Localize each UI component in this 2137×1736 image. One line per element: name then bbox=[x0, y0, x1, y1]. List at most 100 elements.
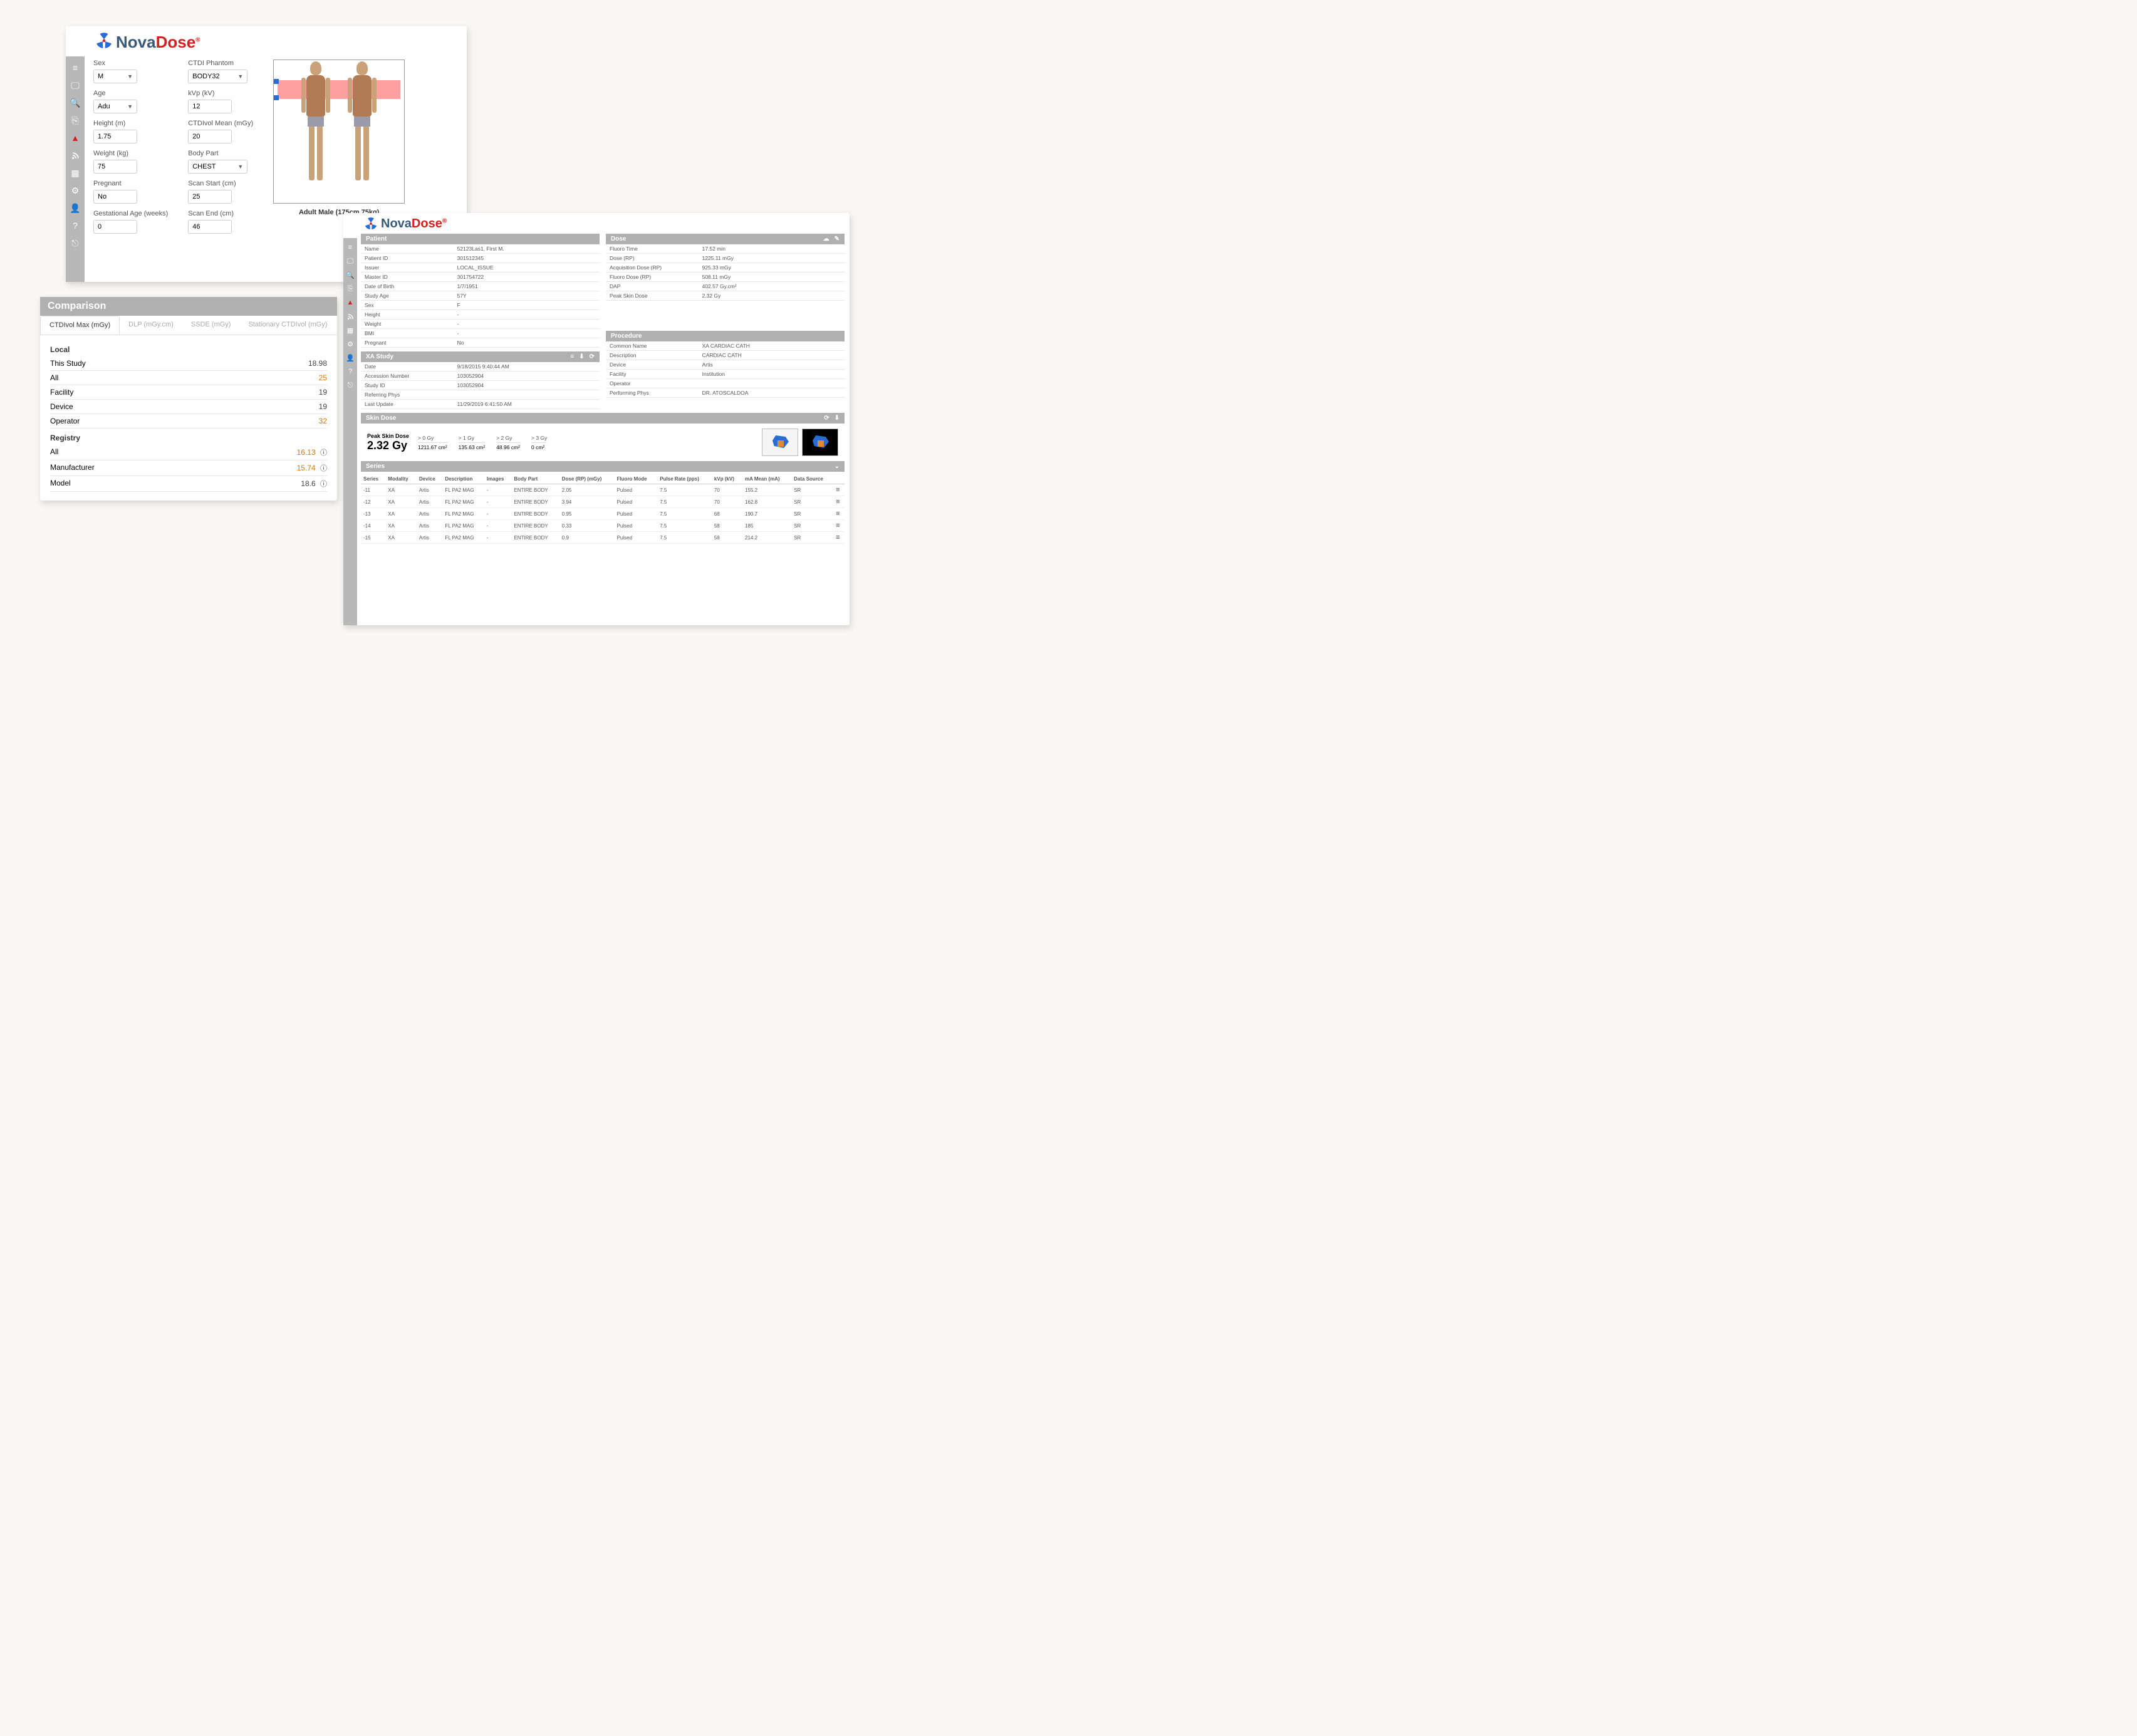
series-row[interactable]: -14XAArtisFL PA2 MAG-ENTIRE BODY0.33Puls… bbox=[361, 520, 845, 532]
refresh-icon[interactable]: ⟳ bbox=[590, 353, 595, 360]
series-header-cell[interactable]: Data Source bbox=[791, 474, 833, 484]
list-icon[interactable]: ≡ bbox=[570, 353, 574, 360]
sidebar-user-icon[interactable]: 👤 bbox=[66, 199, 85, 217]
scanstart-input[interactable]: 25 bbox=[188, 190, 232, 204]
sidebar-monitor-icon[interactable]: 🖵 bbox=[343, 254, 357, 268]
scan-handle-bottom[interactable] bbox=[274, 95, 279, 100]
kv-row: Peak Skin Dose2.32 Gy bbox=[606, 291, 845, 301]
series-cell: 58 bbox=[712, 532, 742, 544]
pregnant-input[interactable]: No bbox=[93, 190, 137, 204]
row-menu-icon[interactable]: ≡ bbox=[833, 484, 845, 496]
kv-key: Sex bbox=[365, 302, 457, 308]
sidebar-search-icon[interactable]: 🔍 bbox=[343, 268, 357, 282]
sidebar-user-icon[interactable]: 👤 bbox=[343, 351, 357, 365]
row-menu-icon[interactable]: ≡ bbox=[833, 520, 845, 532]
series-header-cell[interactable]: Images bbox=[484, 474, 512, 484]
kv-value: - bbox=[457, 311, 596, 318]
height-input[interactable]: 1.75 bbox=[93, 130, 137, 143]
chevron-down-icon[interactable]: ⌄ bbox=[835, 463, 840, 470]
row-menu-icon[interactable]: ≡ bbox=[833, 508, 845, 520]
sidebar-alert-icon[interactable]: ▲ bbox=[343, 296, 357, 309]
comparison-row: All16.13 ⓘ bbox=[50, 445, 327, 460]
sidebar-logout-icon[interactable]: ⎋ bbox=[343, 378, 357, 392]
tab-dlp[interactable]: DLP (mGy.cm) bbox=[120, 316, 182, 335]
sidebar-menu-icon[interactable]: ≡ bbox=[343, 241, 357, 254]
ctdivol-input[interactable]: 20 bbox=[188, 130, 232, 143]
edit-icon[interactable]: ✎ bbox=[835, 236, 840, 242]
sidebar-copy-icon[interactable]: ⎘ bbox=[66, 112, 85, 129]
kv-value: 9/18/2015 9:40:44 AM bbox=[457, 363, 596, 370]
series-row[interactable]: -15XAArtisFL PA2 MAG-ENTIRE BODY0.9Pulse… bbox=[361, 532, 845, 544]
info-icon[interactable]: ⓘ bbox=[320, 449, 327, 457]
body-figure[interactable] bbox=[273, 60, 405, 204]
bodypart-select[interactable]: CHEST▼ bbox=[188, 160, 247, 174]
comparison-tabs: CTDIvol Max (mGy) DLP (mGy.cm) SSDE (mGy… bbox=[40, 316, 337, 335]
series-header-cell[interactable]: Pulse Rate (pps) bbox=[657, 474, 712, 484]
sidebar-rss-icon[interactable] bbox=[343, 309, 357, 323]
sex-select[interactable]: M▼ bbox=[93, 70, 137, 83]
sidebar-help-icon[interactable]: ? bbox=[66, 217, 85, 234]
phantom-select[interactable]: BODY32▼ bbox=[188, 70, 247, 83]
scan-band[interactable] bbox=[278, 80, 400, 99]
series-header-cell[interactable]: Series bbox=[361, 474, 385, 484]
comparison-value: 19 bbox=[319, 402, 327, 411]
info-icon[interactable]: ⓘ bbox=[320, 465, 327, 472]
sidebar-help-icon[interactable]: ? bbox=[343, 365, 357, 378]
series-header-cell[interactable]: Dose (RP) (mGy) bbox=[559, 474, 615, 484]
series-row[interactable]: -11XAArtisFL PA2 MAG-ENTIRE BODY2.05Puls… bbox=[361, 484, 845, 496]
tab-stationary[interactable]: Stationary CTDIvol (mGy) bbox=[239, 316, 336, 335]
series-cell: XA bbox=[385, 532, 417, 544]
series-cell: FL PA2 MAG bbox=[442, 532, 484, 544]
sidebar-grid-icon[interactable]: ▦ bbox=[343, 323, 357, 337]
series-header-cell[interactable]: mA Mean (mA) bbox=[742, 474, 791, 484]
sidebar-copy-icon[interactable]: ⎘ bbox=[343, 282, 357, 296]
row-menu-icon[interactable]: ≡ bbox=[833, 496, 845, 508]
scanend-input[interactable]: 46 bbox=[188, 220, 232, 234]
sidebar-rss-icon[interactable] bbox=[66, 147, 85, 164]
kv-key: Dose (RP) bbox=[610, 255, 702, 261]
cloud-icon[interactable]: ☁ bbox=[823, 236, 829, 242]
sidebar-search-icon[interactable]: 🔍 bbox=[66, 94, 85, 112]
download-icon[interactable]: ⬇ bbox=[835, 415, 840, 422]
sidebar-logout-icon[interactable]: ⎋ bbox=[66, 234, 85, 252]
kv-value: DR. ATOSCALDOA bbox=[702, 390, 841, 396]
info-icon[interactable]: ⓘ bbox=[320, 481, 327, 488]
refresh-icon[interactable]: ⟳ bbox=[824, 415, 829, 422]
sidebar-menu-icon[interactable]: ≡ bbox=[66, 59, 85, 76]
skindose-thumb-2[interactable] bbox=[802, 429, 838, 456]
kv-value: 1/7/1951 bbox=[457, 283, 596, 289]
series-header-cell[interactable]: Body Part bbox=[511, 474, 559, 484]
kv-key: Fluoro Dose (RP) bbox=[610, 274, 702, 280]
series-header-cell[interactable]: Description bbox=[442, 474, 484, 484]
threshold-value: 1211.67 cm² bbox=[418, 444, 447, 450]
skindose-thumb-1[interactable] bbox=[762, 429, 798, 456]
series-cell: -11 bbox=[361, 484, 385, 496]
series-header-cell[interactable]: Fluoro Mode bbox=[615, 474, 658, 484]
series-header-cell[interactable]: Modality bbox=[385, 474, 417, 484]
weight-input[interactable]: 75 bbox=[93, 160, 137, 174]
series-header-cell[interactable]: kVp (kV) bbox=[712, 474, 742, 484]
bodypart-label: Body Part bbox=[188, 150, 253, 157]
series-cell: 70 bbox=[712, 484, 742, 496]
tab-ctdivol-max[interactable]: CTDIvol Max (mGy) bbox=[40, 316, 120, 335]
gestage-input[interactable]: 0 bbox=[93, 220, 137, 234]
tab-ssde[interactable]: SSDE (mGy) bbox=[182, 316, 240, 335]
sidebar-grid-icon[interactable]: ▦ bbox=[66, 164, 85, 182]
sidebar-alert-icon[interactable]: ▲ bbox=[66, 129, 85, 147]
sidebar-gear-icon[interactable]: ⚙ bbox=[343, 337, 357, 351]
skindose-header: Skin Dose ⟳ ⬇ bbox=[361, 413, 845, 424]
sidebar-gear-icon[interactable]: ⚙ bbox=[66, 182, 85, 199]
age-select[interactable]: Adu▼ bbox=[93, 100, 137, 113]
series-row[interactable]: -12XAArtisFL PA2 MAG-ENTIRE BODY3.94Puls… bbox=[361, 496, 845, 508]
series-header-cell[interactable]: Device bbox=[417, 474, 442, 484]
dashboard-panel: NovaDose® ≡ 🖵 🔍 ⎘ ▲ ▦ ⚙ 👤 ? ⎋ Patient Na… bbox=[343, 213, 850, 625]
scan-handle-top[interactable] bbox=[274, 79, 279, 84]
series-row[interactable]: -13XAArtisFL PA2 MAG-ENTIRE BODY0.95Puls… bbox=[361, 508, 845, 520]
series-cell: - bbox=[484, 532, 512, 544]
download-icon[interactable]: ⬇ bbox=[579, 353, 584, 360]
kvp-input[interactable]: 12 bbox=[188, 100, 232, 113]
kv-key: Pregnant bbox=[365, 340, 457, 346]
series-header-cell[interactable] bbox=[833, 474, 845, 484]
sidebar-monitor-icon[interactable]: 🖵 bbox=[66, 76, 85, 94]
row-menu-icon[interactable]: ≡ bbox=[833, 532, 845, 544]
